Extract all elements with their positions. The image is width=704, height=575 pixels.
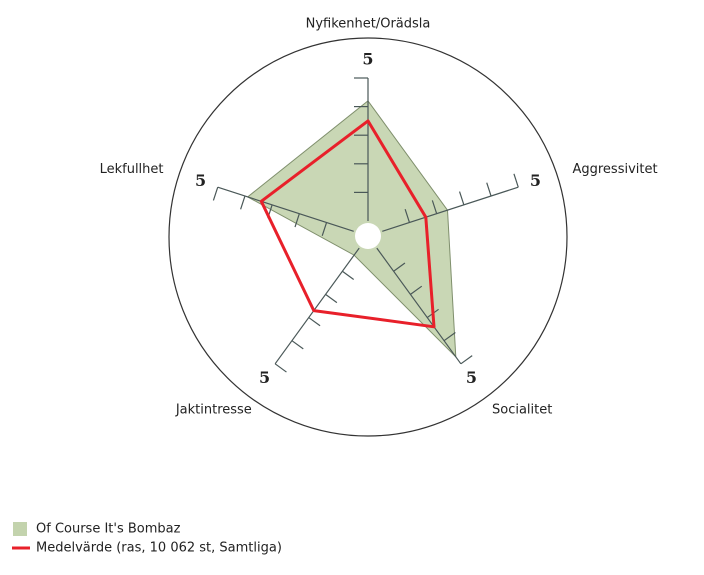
tick-mark — [393, 262, 406, 272]
tick-mark — [240, 195, 246, 210]
axis-max-label: 5 — [259, 368, 270, 387]
axis-line — [382, 186, 519, 232]
tick-mark — [410, 285, 423, 295]
category-label: Aggressivitet — [572, 162, 657, 177]
axis-line — [376, 247, 462, 365]
legend-swatch — [13, 522, 27, 536]
axis-max-label: 5 — [466, 368, 477, 387]
tick-mark — [443, 331, 456, 342]
tick-mark — [513, 173, 519, 188]
category-label: Jaktintresse — [175, 402, 252, 417]
center-hole — [355, 223, 381, 249]
tick-mark — [404, 209, 411, 223]
outer-circle — [168, 37, 568, 437]
series-line — [259, 119, 436, 329]
axis-line — [217, 186, 354, 232]
tick-mark — [274, 363, 287, 373]
tick-mark — [325, 293, 338, 304]
tick-mark — [308, 317, 321, 327]
category-label: Lekfullhet — [100, 162, 164, 177]
tick-mark — [486, 182, 492, 197]
tick-mark — [460, 355, 473, 365]
tick-mark — [342, 270, 355, 280]
category-label: Socialitet — [492, 402, 552, 417]
tick-mark — [458, 191, 465, 206]
legend-label: Medelvärde (ras, 10 062 st, Samtliga) — [36, 541, 282, 556]
axis-max-label: 5 — [362, 50, 373, 69]
axis-line — [274, 247, 360, 365]
tick-mark — [291, 340, 304, 350]
category-label: Nyfikenhet/Orädsla — [306, 17, 431, 32]
tick-mark — [212, 186, 219, 201]
axis-max-label: 5 — [530, 171, 541, 190]
tick-mark — [431, 200, 438, 214]
series-area — [246, 100, 457, 359]
tick-mark — [321, 222, 328, 237]
tick-mark — [294, 213, 300, 228]
legend-label: Of Course It's Bombaz — [36, 522, 181, 537]
axis-max-label: 5 — [195, 171, 206, 190]
